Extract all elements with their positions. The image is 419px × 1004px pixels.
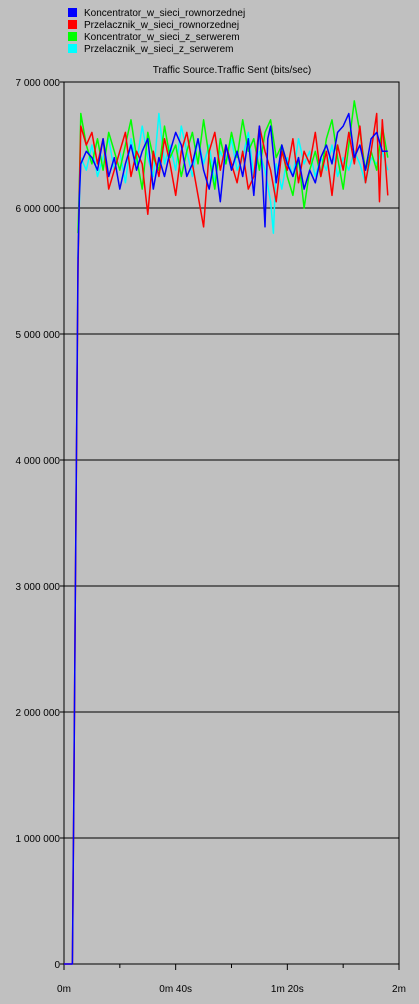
x-tick-label: 0m 40s [159,984,192,995]
x-tick-label: 1m 20s [271,984,304,995]
y-tick-label: 4 000 000 [16,456,61,467]
y-tick-label: 0 [54,960,60,971]
y-tick-label: 2 000 000 [16,708,61,719]
legend-label: Koncentrator_w_sieci_z_serwerem [84,32,240,43]
series-line-koncentrator-w-sieci-z-serwerem [77,100,389,234]
x-tick-label: 2m [392,984,406,995]
legend-label: Przelacznik_w_sieci_z_serwerem [84,44,234,55]
y-tick-label: 6 000 000 [16,204,61,215]
legend-swatch [68,8,77,17]
gridlines [64,207,399,839]
legend-swatch [68,20,77,29]
chart-title: Traffic Source.Traffic Sent (bits/sec) [153,65,311,76]
plot-area [64,82,399,964]
legend-swatch [68,32,77,41]
y-tick-label: 3 000 000 [16,582,61,593]
y-tick-label: 5 000 000 [16,330,61,341]
legend-label: Koncentrator_w_sieci_rownorzednej [84,8,245,19]
y-tick-label: 1 000 000 [16,834,61,845]
y-tick-label: 7 000 000 [16,78,61,89]
series-line-koncentrator-w-sieci-rownorzednej [64,112,388,965]
legend: Koncentrator_w_sieci_rownorzednejPrzelac… [68,8,245,55]
axes: 0 1 000 000 2 000 000 3 000 000 4 000 000 5 0… [16,78,406,995]
series-lines [64,100,389,965]
legend-label: Przelacznik_w_sieci_rownorzednej [84,20,239,31]
legend-swatch [68,44,77,53]
x-tick-label: 0m [57,984,71,995]
